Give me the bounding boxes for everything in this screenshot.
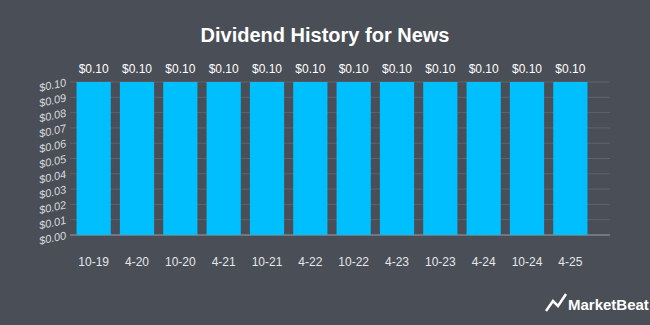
bar — [207, 82, 241, 235]
data-label: $0.10 — [209, 62, 239, 76]
y-tick-label: $0.04 — [37, 168, 67, 186]
bar — [293, 82, 327, 235]
logo: MarketBeat — [546, 294, 649, 313]
y-tick-label: $0.07 — [37, 122, 68, 140]
data-label: $0.10 — [122, 62, 152, 76]
bar — [163, 82, 197, 235]
bar — [120, 82, 154, 235]
data-label: $0.10 — [512, 62, 542, 76]
bar — [510, 82, 544, 235]
x-tick-label: 10-22 — [338, 255, 369, 269]
x-tick-label: 10-24 — [512, 255, 543, 269]
y-tick-label: $0.02 — [37, 199, 67, 217]
x-tick-label: 4-25 — [558, 255, 582, 269]
x-tick-label: 4-24 — [472, 255, 496, 269]
y-tick-label: $0.03 — [37, 183, 68, 201]
y-tick-label: $0.00 — [37, 229, 68, 247]
x-tick-label: 10-20 — [165, 255, 196, 269]
bar — [553, 82, 587, 235]
x-tick-label: 10-23 — [425, 255, 456, 269]
x-tick-label: 4-22 — [298, 255, 322, 269]
y-tick-label: $0.08 — [37, 107, 68, 125]
x-tick-label: 10-19 — [78, 255, 109, 269]
logo-text: MarketBeat — [568, 296, 649, 313]
y-tick-label: $0.01 — [37, 214, 67, 232]
bar — [467, 82, 501, 235]
y-tick-label: $0.06 — [37, 137, 68, 155]
data-label: $0.10 — [469, 62, 499, 76]
y-tick-label: $0.10 — [37, 76, 68, 94]
bar — [250, 82, 284, 235]
data-label: $0.10 — [165, 62, 195, 76]
y-tick-label: $0.09 — [37, 91, 67, 109]
x-tick-label: 10-21 — [252, 255, 283, 269]
data-label: $0.10 — [295, 62, 325, 76]
data-label: $0.10 — [555, 62, 585, 76]
data-label: $0.10 — [425, 62, 455, 76]
data-label: $0.10 — [252, 62, 282, 76]
bar — [77, 82, 111, 235]
x-tick-label: 4-21 — [212, 255, 236, 269]
background — [0, 0, 650, 325]
bar — [423, 82, 457, 235]
y-tick-label: $0.05 — [37, 152, 68, 170]
data-label: $0.10 — [79, 62, 109, 76]
title: Dividend History for News — [201, 24, 450, 46]
bar — [337, 82, 371, 235]
bars — [77, 82, 588, 235]
data-label: $0.10 — [382, 62, 412, 76]
logo-icon — [546, 294, 566, 311]
bar — [380, 82, 414, 235]
x-tick-label: 4-23 — [385, 255, 409, 269]
x-tick-label: 4-20 — [125, 255, 149, 269]
chart: Dividend History for News $0.00$0.01$0.02… — [0, 0, 650, 325]
data-label: $0.10 — [339, 62, 369, 76]
